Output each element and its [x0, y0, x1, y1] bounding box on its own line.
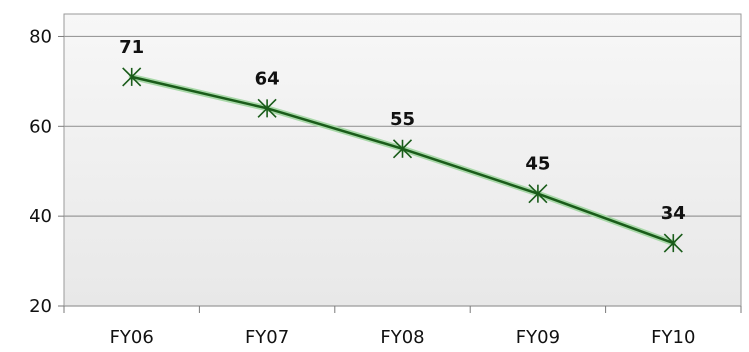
x-tick-label-fy08: FY08 — [380, 327, 424, 348]
x-tick-label-fy10: FY10 — [651, 327, 695, 348]
y-tick-label-60: 60 — [29, 116, 52, 137]
axes: 20 40 60 80 FY06 FY07 FY08 FY09 FY10 — [29, 26, 742, 348]
data-label-fy10: 34 — [661, 203, 686, 224]
data-point-fy06 — [122, 67, 142, 87]
data-point-fy08 — [392, 139, 413, 159]
y-tick-label-80: 80 — [29, 26, 52, 47]
x-tick-label-fy07: FY07 — [245, 327, 289, 348]
data-label-fy08: 55 — [390, 109, 415, 130]
markers — [122, 67, 683, 253]
gridlines — [64, 35, 741, 307]
data-label-fy06: 71 — [119, 37, 144, 58]
x-tick-label-fy06: FY06 — [110, 327, 154, 348]
data-label-fy09: 45 — [525, 154, 550, 175]
data-point-fy07 — [257, 98, 277, 118]
data-point-fy10 — [663, 233, 683, 253]
y-tick-label-20: 20 — [29, 296, 52, 317]
x-tick-label-fy09: FY09 — [516, 327, 560, 348]
data-labels: 71 64 55 45 34 — [119, 37, 686, 224]
y-tick-label-40: 40 — [29, 206, 52, 227]
data-point-fy09 — [528, 184, 548, 204]
plot-area — [63, 13, 742, 307]
data-label-fy07: 64 — [255, 68, 280, 89]
